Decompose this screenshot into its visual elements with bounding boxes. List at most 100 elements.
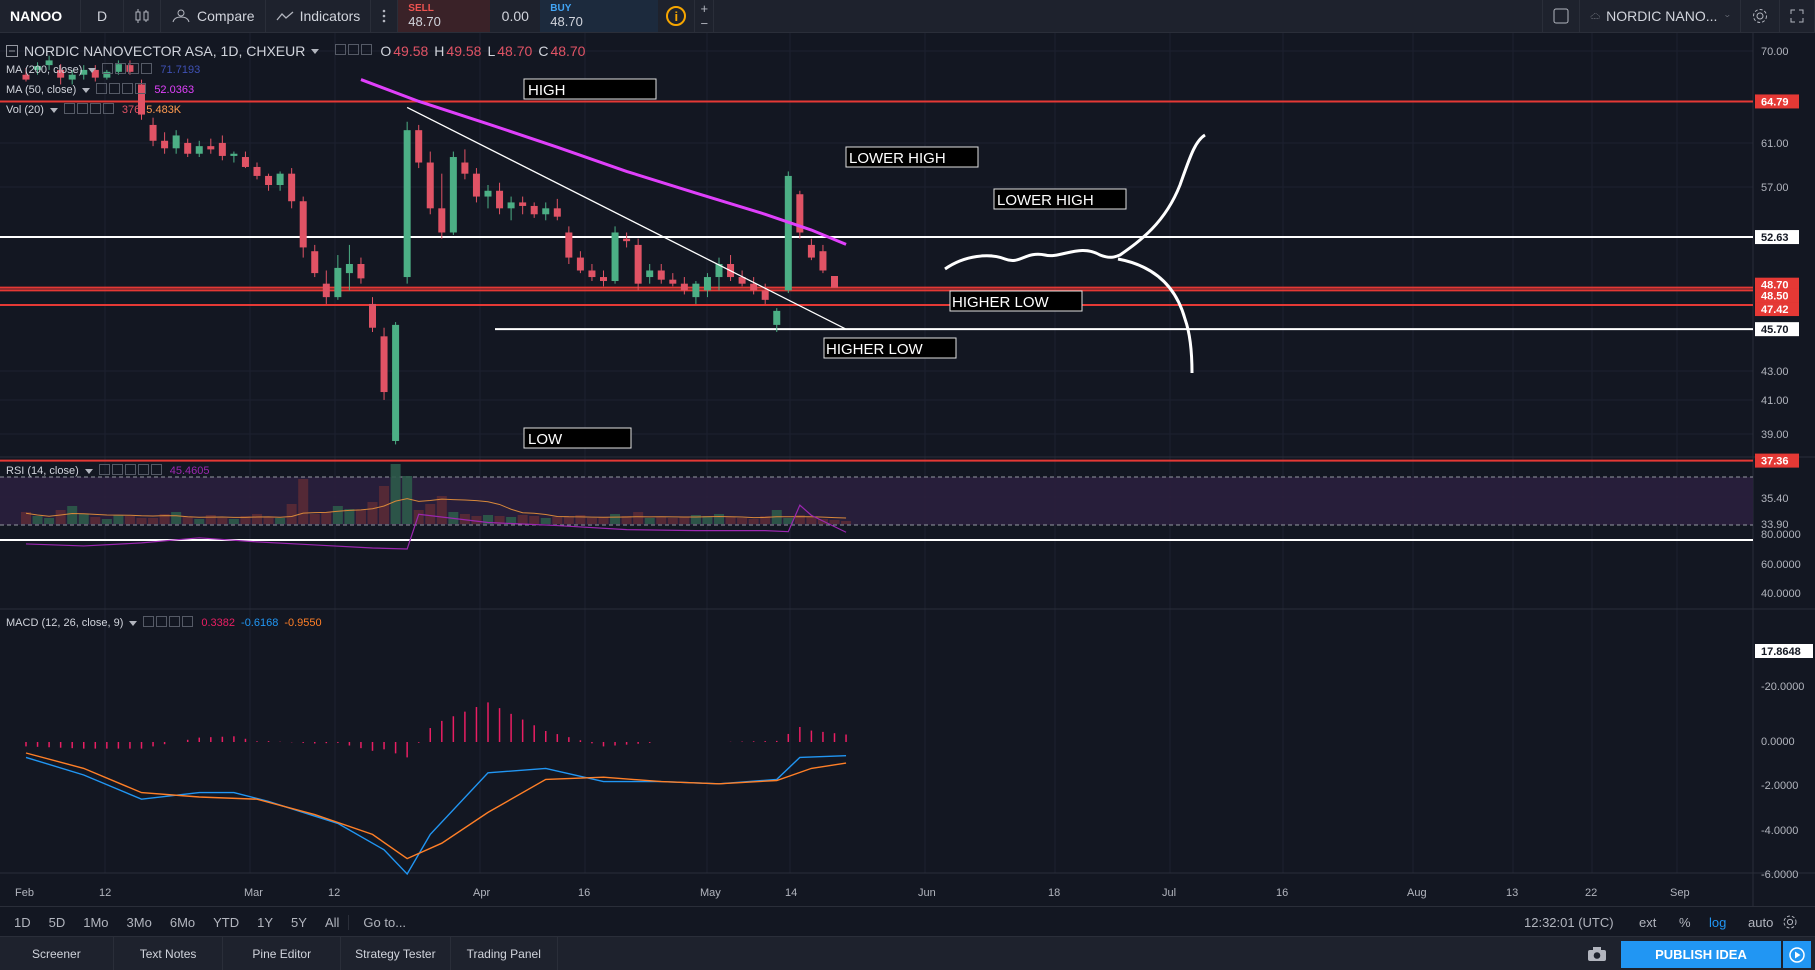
price-tag-bg xyxy=(1755,453,1799,468)
maximize-button[interactable] xyxy=(1780,0,1815,32)
tab-screener[interactable]: Screener xyxy=(0,937,114,970)
main-legend[interactable]: NORDIC NANOVECTOR ASA, 1D, CHXEUR O 49.58… xyxy=(6,43,585,59)
annotation-higher-low-1[interactable]: HIGHER LOW xyxy=(949,290,1083,312)
settings-button[interactable] xyxy=(1741,0,1780,32)
vol-legend[interactable]: Vol (20) 376 5.483K xyxy=(6,103,181,117)
ma50-legend[interactable]: MA (50, close) 52.0363 xyxy=(6,83,194,97)
volume-bar xyxy=(656,517,667,524)
ext-button[interactable]: ext xyxy=(1639,914,1657,930)
legend-controls xyxy=(96,83,148,97)
volume-bar xyxy=(667,518,678,524)
chart-type-button[interactable] xyxy=(124,0,161,32)
fullscreen-button[interactable] xyxy=(1542,0,1580,32)
drawn-projection-down xyxy=(1117,257,1194,374)
volume-bar xyxy=(621,516,632,524)
price-axis[interactable]: 70.00 61.00 57.00 43.00 41.00 39.00 35.4… xyxy=(1755,46,1799,531)
vol-value-2: 5.483K xyxy=(146,104,182,116)
candle-body xyxy=(184,142,192,154)
buy-button[interactable]: BUY 48.70 xyxy=(540,0,659,32)
chevron-down-icon xyxy=(1725,14,1730,18)
candle-body xyxy=(103,71,111,78)
range-1d[interactable]: 1D xyxy=(14,914,31,930)
chart-area[interactable]: HIGH LOWER HIGH LOWER HIGH HIGHER LOW HI… xyxy=(0,33,1815,906)
range-ytd[interactable]: YTD xyxy=(213,914,240,930)
time-tick: Aug xyxy=(1407,887,1427,899)
volume-bar xyxy=(217,518,228,524)
ma200-value: 71.7193 xyxy=(160,64,201,76)
annotation-low[interactable]: LOW xyxy=(523,427,632,449)
time-axis[interactable]: Feb 12 Mar 12 Apr 16 May 14 Jun 18 Jul 1… xyxy=(15,887,1690,899)
tab-pine-editor[interactable]: Pine Editor xyxy=(223,937,342,970)
percent-button[interactable]: % xyxy=(1679,914,1691,930)
volume-bar xyxy=(517,515,528,524)
time-tick: 14 xyxy=(785,887,797,899)
time-tick: 16 xyxy=(1276,887,1288,899)
horizontal-lines xyxy=(0,100,1753,462)
candle-body xyxy=(784,175,792,291)
volume-bar xyxy=(841,521,852,524)
time-tick: 22 xyxy=(1585,887,1597,899)
tab-trading-panel[interactable]: Trading Panel xyxy=(451,937,558,970)
range-1y[interactable]: 1Y xyxy=(257,914,274,930)
volume-bar xyxy=(794,515,805,524)
range-1mo[interactable]: 1Mo xyxy=(83,914,109,930)
sell-button[interactable]: SELL 48.70 xyxy=(398,0,491,32)
chart-svg[interactable]: HIGH LOWER HIGH LOWER HIGH HIGHER LOW HI… xyxy=(0,33,1815,906)
annotation-high-text: HIGH xyxy=(528,82,566,99)
info-button[interactable]: i xyxy=(658,0,696,32)
range-all[interactable]: All xyxy=(324,914,340,930)
volume-bar xyxy=(55,510,66,524)
log-button[interactable]: log xyxy=(1709,914,1727,930)
candle-body xyxy=(195,146,203,154)
gear-icon[interactable] xyxy=(1782,914,1798,930)
rsi-axis[interactable]: 80.0000 60.0000 40.0000 0.0000 -20.0000 … xyxy=(1755,529,1813,693)
time-tick: Jun xyxy=(918,887,936,899)
play-button[interactable] xyxy=(1783,941,1811,968)
publish-idea-button[interactable]: PUBLISH IDEA xyxy=(1621,941,1781,968)
range-3mo[interactable]: 3Mo xyxy=(126,914,152,930)
symbol-button[interactable]: NANOO xyxy=(0,0,81,32)
goto-button[interactable]: Go to... xyxy=(348,914,415,930)
indicators-button[interactable]: Indicators xyxy=(266,0,372,32)
volume-bar xyxy=(702,516,713,524)
annotation-lower-high-1-text: LOWER HIGH xyxy=(849,150,946,167)
more-button[interactable] xyxy=(371,0,399,32)
annotation-lower-high-2[interactable]: LOWER HIGH xyxy=(993,188,1127,210)
range-6mo[interactable]: 6Mo xyxy=(169,914,196,930)
range-5d[interactable]: 5D xyxy=(48,914,66,930)
volume-bar xyxy=(633,512,644,524)
publish-idea-label: PUBLISH IDEA xyxy=(1655,947,1747,962)
volume-bar xyxy=(575,515,586,524)
volume-bar xyxy=(252,514,262,524)
candle-body xyxy=(426,162,434,209)
camera-icon[interactable] xyxy=(1587,946,1607,962)
clock[interactable]: 12:32:01 (UTC) xyxy=(1524,914,1614,930)
macd-signal-line xyxy=(25,752,847,860)
range-5y[interactable]: 5Y xyxy=(291,914,307,930)
candle-body xyxy=(565,232,573,258)
candle-body xyxy=(253,166,261,176)
macd-axis[interactable]: 0.0000 -2.0000 -4.0000 -6.0000 xyxy=(1761,736,1798,881)
rsi-legend[interactable]: RSI (14, close) 45.4605 xyxy=(6,464,210,478)
annotation-lower-high-1[interactable]: LOWER HIGH xyxy=(845,146,979,168)
volume-bar xyxy=(205,515,216,524)
ma200-legend[interactable]: MA (200, close) 71.7193 xyxy=(6,63,200,77)
vol-name: Vol (20) xyxy=(6,104,44,116)
macd-legend[interactable]: MACD (12, 26, close, 9) 0.3382 -0.6168 -… xyxy=(6,616,322,630)
tab-text-notes[interactable]: Text Notes xyxy=(114,937,224,970)
zoom-out-button[interactable]: − xyxy=(700,16,709,31)
symbol-search[interactable]: NORDIC NANO... xyxy=(1580,0,1741,32)
compare-button[interactable]: Compare xyxy=(161,0,266,32)
dots-icon xyxy=(382,9,386,23)
tab-strategy-tester[interactable]: Strategy Tester xyxy=(341,937,451,970)
candle-body xyxy=(91,69,99,78)
candle-body xyxy=(334,267,342,298)
interval-button[interactable]: D xyxy=(81,0,124,32)
annotation-high[interactable]: HIGH xyxy=(523,78,657,100)
rsi-tick: 60.0000 xyxy=(1761,559,1801,571)
candle-body xyxy=(380,336,388,393)
auto-button[interactable]: auto xyxy=(1748,914,1774,930)
zoom-in-button[interactable]: + xyxy=(700,1,709,16)
volume-bar xyxy=(436,496,447,524)
annotation-higher-low-2[interactable]: HIGHER LOW xyxy=(823,337,957,359)
